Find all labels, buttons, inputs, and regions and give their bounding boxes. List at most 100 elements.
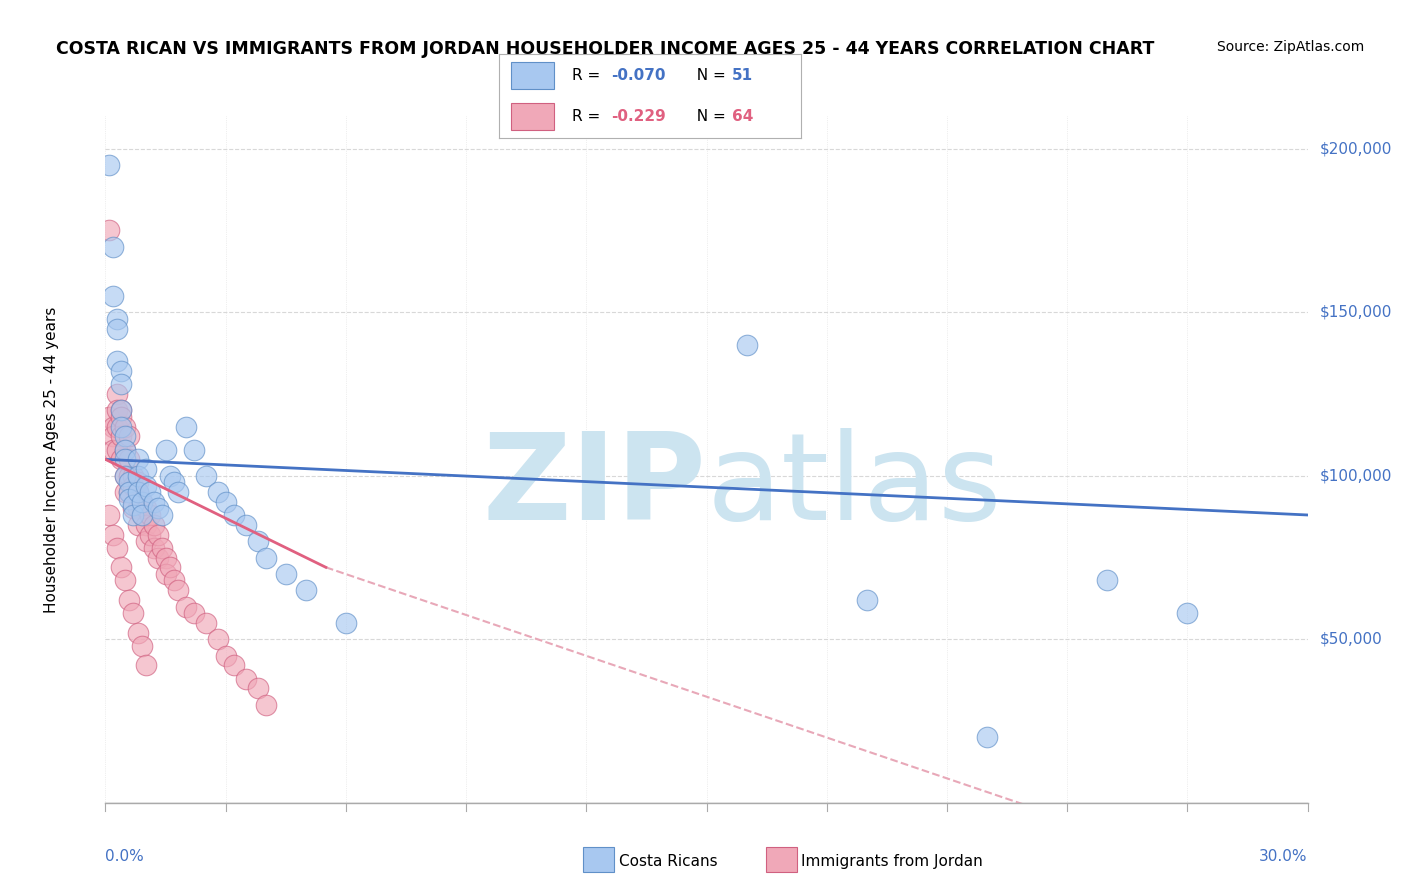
Point <box>98 158 121 172</box>
Point <box>235 517 257 532</box>
Text: N =: N = <box>686 68 730 83</box>
Point <box>183 606 205 620</box>
Bar <box>512 103 554 130</box>
Point <box>114 485 136 500</box>
Text: -0.070: -0.070 <box>612 68 665 83</box>
Point <box>114 468 136 483</box>
Text: Householder Income Ages 25 - 44 years: Householder Income Ages 25 - 44 years <box>44 306 59 613</box>
Point <box>118 491 141 506</box>
Point <box>110 560 132 574</box>
Text: ZIP: ZIP <box>482 428 707 545</box>
Point <box>103 289 125 303</box>
Point <box>103 419 125 434</box>
Point <box>295 583 318 598</box>
Point <box>107 442 129 457</box>
Point <box>127 475 149 490</box>
Point <box>162 475 184 490</box>
Point <box>135 534 157 549</box>
Point <box>254 698 277 712</box>
Point <box>118 452 141 467</box>
Text: 30.0%: 30.0% <box>1260 848 1308 863</box>
Point <box>118 429 141 443</box>
Point <box>131 495 153 509</box>
Point <box>107 321 129 335</box>
Point <box>1097 574 1119 588</box>
Text: $100,000: $100,000 <box>1320 468 1392 483</box>
Text: R =: R = <box>572 109 605 124</box>
Point <box>127 485 149 500</box>
Point <box>166 485 188 500</box>
Point <box>110 452 132 467</box>
Point <box>107 311 129 326</box>
Point <box>127 517 149 532</box>
Point <box>127 501 149 516</box>
Point <box>110 403 132 417</box>
Point <box>855 593 877 607</box>
Point <box>122 508 145 522</box>
Point <box>214 495 236 509</box>
Point <box>107 354 129 368</box>
Point <box>114 452 136 467</box>
Point <box>114 442 136 457</box>
Point <box>98 223 121 237</box>
Point <box>103 240 125 254</box>
Point <box>207 485 229 500</box>
Point <box>110 419 132 434</box>
Point <box>135 462 157 476</box>
Text: $50,000: $50,000 <box>1320 632 1382 647</box>
Point <box>194 615 217 630</box>
Point <box>142 517 165 532</box>
Point <box>194 468 217 483</box>
Point <box>335 615 357 630</box>
Point <box>146 501 169 516</box>
Point <box>127 468 149 483</box>
Point <box>138 527 160 541</box>
Point <box>114 429 136 443</box>
Text: 51: 51 <box>733 68 754 83</box>
Point <box>110 377 132 392</box>
Text: 64: 64 <box>733 109 754 124</box>
Point <box>162 574 184 588</box>
Point <box>131 508 153 522</box>
Point <box>107 387 129 401</box>
Point <box>103 429 125 443</box>
Point <box>222 658 245 673</box>
Point <box>166 583 188 598</box>
Text: -0.229: -0.229 <box>612 109 665 124</box>
Text: 0.0%: 0.0% <box>105 848 145 863</box>
Point <box>131 508 153 522</box>
Point <box>174 599 197 614</box>
Point <box>274 566 297 581</box>
Point <box>131 495 153 509</box>
Point <box>118 485 141 500</box>
Point <box>122 478 145 492</box>
Point <box>150 541 173 555</box>
Point <box>118 485 141 500</box>
Point <box>235 672 257 686</box>
Point <box>122 501 145 516</box>
Point <box>110 429 132 443</box>
Point <box>135 517 157 532</box>
Point <box>114 442 136 457</box>
Point <box>146 527 169 541</box>
Text: atlas: atlas <box>707 428 1002 545</box>
Text: COSTA RICAN VS IMMIGRANTS FROM JORDAN HOUSEHOLDER INCOME AGES 25 - 44 YEARS CORR: COSTA RICAN VS IMMIGRANTS FROM JORDAN HO… <box>56 40 1154 58</box>
Text: R =: R = <box>572 68 605 83</box>
Point <box>114 419 136 434</box>
Point <box>159 560 181 574</box>
Point <box>110 364 132 378</box>
Point <box>222 508 245 522</box>
Point <box>142 495 165 509</box>
Point <box>159 468 181 483</box>
Point <box>131 639 153 653</box>
Point <box>107 419 129 434</box>
Point <box>118 468 141 483</box>
Point <box>207 632 229 647</box>
Point <box>246 534 269 549</box>
Text: Costa Ricans: Costa Ricans <box>619 855 717 869</box>
Point <box>122 498 145 512</box>
Point <box>118 475 141 490</box>
Point <box>138 508 160 522</box>
Point <box>174 419 197 434</box>
Point <box>976 731 998 745</box>
